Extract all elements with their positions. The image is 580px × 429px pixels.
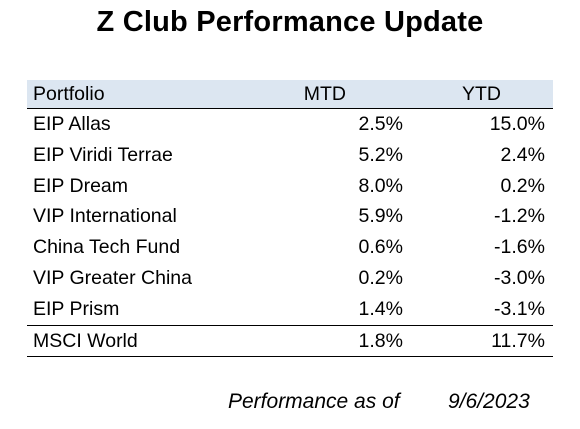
- portfolio-name: EIP Viridi Terrae: [33, 143, 173, 166]
- ytd-value: -1.2%: [494, 205, 545, 228]
- as-of-label: Performance as of: [228, 390, 400, 413]
- column-header-portfolio: Portfolio: [33, 83, 105, 105]
- ytd-value: 0.2%: [500, 174, 545, 197]
- portfolio-name: VIP Greater China: [33, 266, 192, 289]
- as-of-date: 9/6/2023: [448, 390, 530, 413]
- mtd-value: 5.9%: [358, 205, 403, 228]
- portfolio-name: EIP Prism: [33, 297, 120, 320]
- table-header-row: Portfolio MTD YTD: [27, 80, 553, 109]
- page-title: Z Club Performance Update: [96, 6, 484, 38]
- portfolio-name: EIP Allas: [33, 113, 111, 135]
- column-header-mtd: MTD: [303, 83, 346, 105]
- table-row: EIP Allas 2.5% 15.0%: [27, 109, 553, 140]
- ytd-value: -1.6%: [494, 236, 545, 259]
- ytd-value: 2.4%: [500, 143, 545, 166]
- ytd-value: 15.0%: [489, 113, 545, 135]
- mtd-value: 5.2%: [358, 143, 403, 166]
- ytd-value: -3.0%: [494, 266, 545, 289]
- ytd-value: -3.1%: [494, 297, 545, 320]
- benchmark-row: MSCI World 1.8% 11.7%: [27, 324, 553, 358]
- table-row: EIP Prism 1.4% -3.1%: [27, 294, 553, 325]
- portfolio-name: China Tech Fund: [33, 236, 181, 259]
- portfolio-name: EIP Dream: [33, 174, 129, 197]
- table-row: VIP Greater China 0.2% -3.0%: [27, 263, 553, 294]
- mtd-value: 0.6%: [358, 236, 403, 259]
- performance-table: Portfolio MTD YTD EIP Allas 2.5% 15.0% E…: [27, 80, 553, 358]
- mtd-value: 8.0%: [358, 174, 403, 197]
- benchmark-ytd-value: 11.7%: [491, 329, 545, 352]
- mtd-value: 0.2%: [358, 266, 403, 289]
- portfolio-name: VIP International: [33, 205, 177, 228]
- benchmark-mtd-value: 1.8%: [358, 329, 403, 352]
- table-row: EIP Dream 8.0% 0.2%: [27, 171, 553, 202]
- column-header-ytd: YTD: [462, 83, 501, 105]
- table-row: China Tech Fund 0.6% -1.6%: [27, 232, 553, 263]
- table-row: EIP Viridi Terrae 5.2% 2.4%: [27, 140, 553, 171]
- table-row: VIP International 5.9% -1.2%: [27, 201, 553, 232]
- benchmark-name: MSCI World: [33, 329, 138, 352]
- mtd-value: 1.4%: [358, 297, 403, 320]
- mtd-value: 2.5%: [358, 113, 403, 135]
